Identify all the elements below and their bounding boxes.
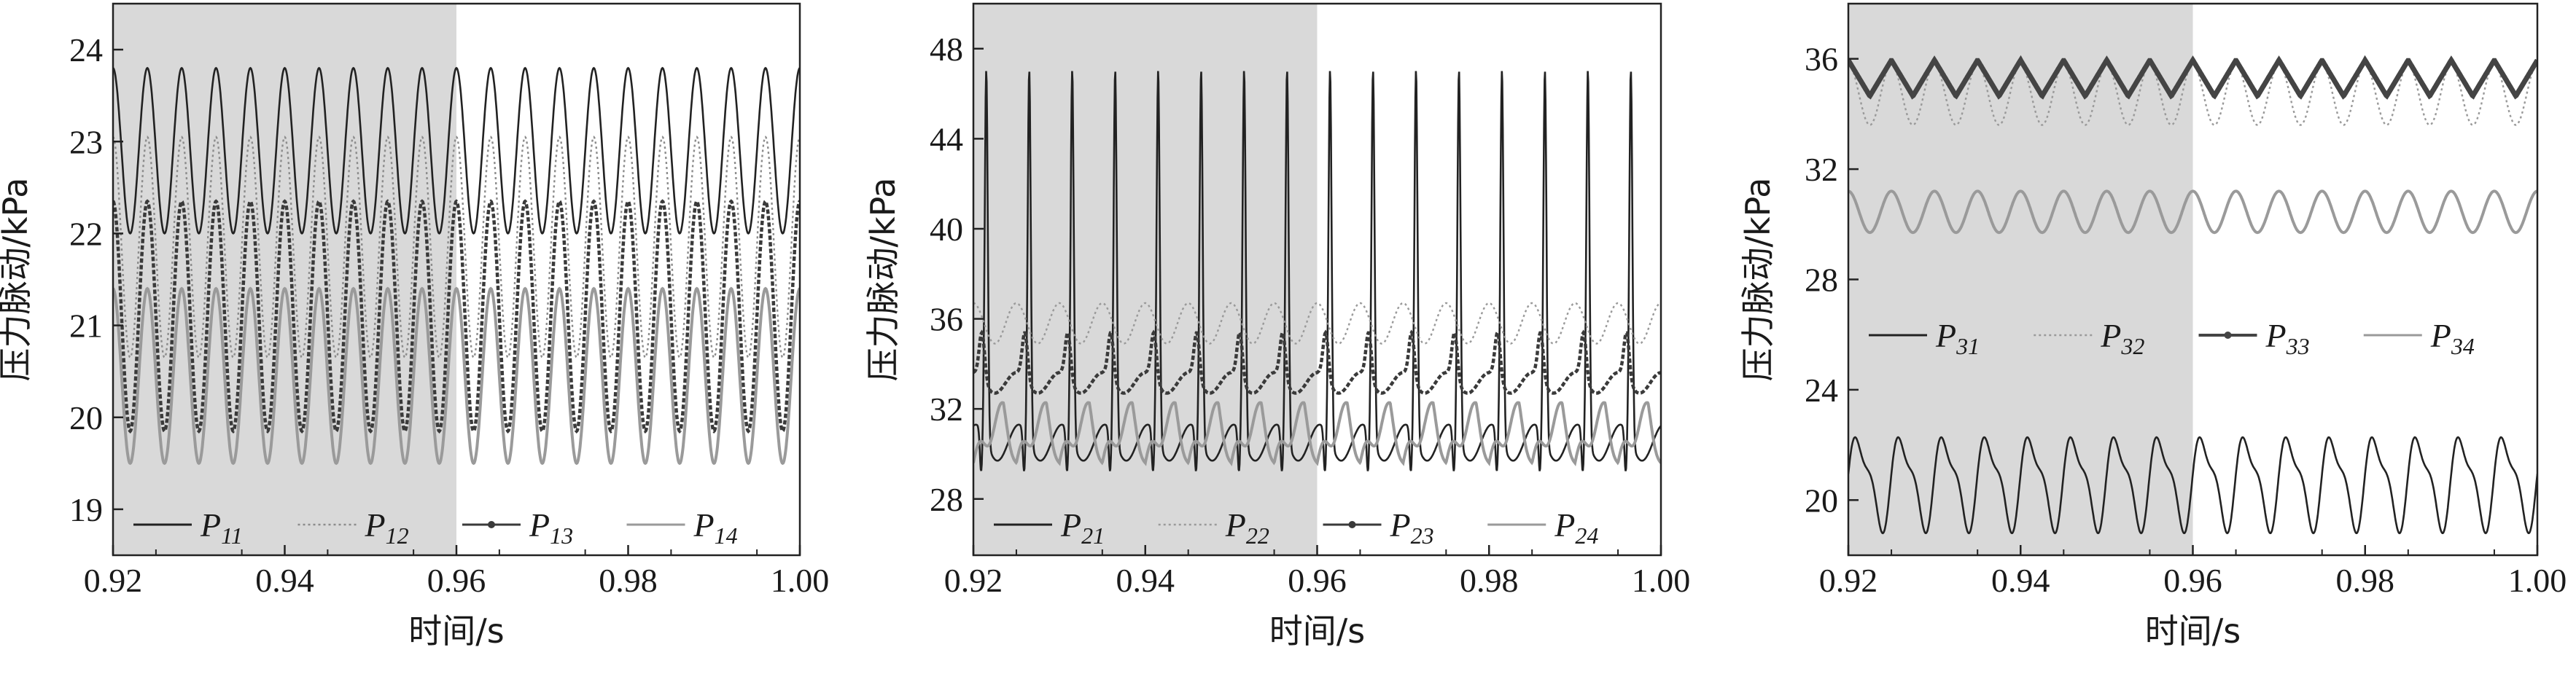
y-tick-label: 36	[1805, 41, 1838, 78]
legend-label-p13: P13	[529, 506, 573, 549]
shaded-region	[973, 4, 1318, 555]
x-axis-title: 时间/s	[2145, 611, 2241, 651]
series-line-p32	[1848, 63, 2537, 126]
chart-panel-2: 0.92 0.94 0.96 0.98 1.00 28 32 36 40 44 48 时间/s 压力脉动…	[863, 2, 1691, 651]
legend-sub-p22: 22	[1246, 522, 1269, 549]
legend-marker-p33	[2224, 332, 2232, 339]
chart-panel-1: 0.92 0.94 0.96 0.98 1.00 19 20 21 22 23 24 时间/s 压力脉动…	[0, 2, 830, 651]
x-tick-label: 0.94	[1991, 562, 2050, 599]
y-tick-label: 32	[930, 391, 963, 428]
legend-sub-p14: 14	[715, 522, 738, 549]
y-tick-label: 19	[69, 491, 103, 528]
series-line-p13	[113, 199, 800, 434]
legend-label-p33: P33	[2265, 317, 2310, 359]
x-tick-label: 0.92	[84, 562, 143, 599]
shaded-region	[113, 4, 456, 555]
legend-label-p14: P14	[693, 506, 738, 549]
y-tick-label: 23	[69, 123, 103, 160]
y-tick-label: 44	[930, 120, 963, 157]
series-line-p21	[973, 71, 1661, 471]
legend-marker-p13	[488, 521, 495, 528]
x-tick-label: 1.00	[1632, 562, 1691, 599]
y-tick-label: 21	[69, 307, 103, 345]
x-tick-label: 0.96	[427, 562, 486, 599]
x-tick-label: 0.96	[2163, 562, 2222, 599]
y-tick-label: 24	[1805, 372, 1838, 409]
legend-label-p23: P23	[1390, 506, 1434, 549]
series-line-p31	[1848, 436, 2537, 535]
series-line-p24	[973, 401, 1661, 466]
series-line-p33	[1848, 55, 2537, 100]
shaded-region	[1848, 4, 2193, 555]
x-tick-label: 0.98	[2336, 562, 2395, 599]
y-tick-label: 20	[1805, 482, 1838, 519]
legend-sub-p21: 21	[1081, 522, 1105, 549]
legend-sub-p12: 12	[386, 522, 409, 549]
series-line-p14	[113, 286, 800, 466]
series-line-p23	[973, 329, 1661, 395]
legend-sub-p23: 23	[1411, 522, 1434, 549]
x-tick-label: 0.96	[1288, 562, 1347, 599]
series-line-p11	[113, 66, 800, 235]
y-tick-label: 40	[930, 211, 963, 248]
series-line-p22	[973, 302, 1661, 345]
legend-sub-p33: 33	[2286, 333, 2310, 359]
x-axis-title: 时间/s	[408, 611, 504, 651]
x-tick-label: 0.92	[944, 562, 1003, 599]
y-axis-title: 压力脉动/kPa	[0, 178, 35, 382]
x-tick-label: 0.94	[1116, 562, 1175, 599]
chart-panel-3: 0.92 0.94 0.96 0.98 1.00 20 24 28 32 36 时间/s 压力脉动/k…	[1738, 2, 2567, 651]
y-axis-title: 压力脉动/kPa	[863, 178, 903, 382]
series-line-p34	[1848, 189, 2537, 235]
x-tick-label: 0.98	[1460, 562, 1519, 599]
y-tick-label: 28	[930, 481, 963, 518]
y-axis-title: 压力脉动/kPa	[1738, 178, 1778, 382]
legend-sub-p32: 32	[2120, 333, 2144, 359]
x-tick-label: 0.98	[599, 562, 658, 599]
y-tick-label: 32	[1805, 151, 1838, 188]
y-tick-label: 24	[69, 31, 103, 68]
y-tick-label: 22	[69, 215, 103, 252]
legend-label-p24: P24	[1554, 506, 1598, 549]
series-line-p12	[113, 136, 800, 359]
y-tick-label: 48	[930, 31, 963, 68]
legend-sub-p13: 13	[550, 522, 573, 549]
legend-sub-p24: 24	[1575, 522, 1598, 549]
y-tick-label: 36	[930, 301, 963, 338]
x-tick-label: 1.00	[2508, 562, 2567, 599]
legend-marker-p23	[1348, 521, 1356, 528]
y-tick-label: 20	[69, 399, 103, 436]
x-tick-label: 1.00	[771, 562, 830, 599]
legend-sub-p34: 34	[2451, 333, 2475, 359]
x-tick-label: 0.92	[1819, 562, 1878, 599]
x-axis-title: 时间/s	[1269, 611, 1365, 651]
legend-sub-p31: 31	[1956, 333, 1980, 359]
legend-label-p34: P34	[2430, 317, 2475, 359]
x-tick-label: 0.94	[255, 562, 314, 599]
y-tick-label: 28	[1805, 262, 1838, 299]
legend-sub-p11: 11	[221, 522, 243, 549]
